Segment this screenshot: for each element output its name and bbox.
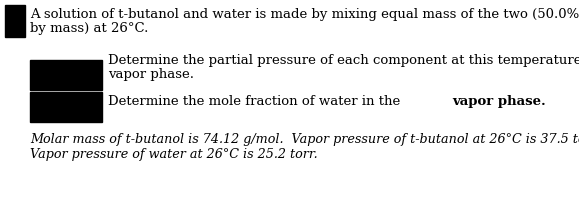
- Text: Determine the partial pressure of each component at this temperature in the: Determine the partial pressure of each c…: [108, 54, 579, 67]
- Bar: [5, 5, 25, 37]
- Text: vapor phase.: vapor phase.: [108, 68, 194, 81]
- Text: Molar mass of t-butanol is 74.12 g/mol.  Vapor pressure of t-butanol at 26°C is : Molar mass of t-butanol is 74.12 g/mol. …: [30, 133, 579, 146]
- Text: vapor phase.: vapor phase.: [453, 95, 547, 108]
- Text: Determine the mole fraction of water in the: Determine the mole fraction of water in …: [108, 95, 405, 108]
- Text: by mass) at 26°C.: by mass) at 26°C.: [30, 22, 148, 35]
- Bar: [30, 60, 102, 90]
- Bar: [30, 92, 102, 122]
- Text: Vapor pressure of water at 26°C is 25.2 torr.: Vapor pressure of water at 26°C is 25.2 …: [30, 148, 318, 161]
- Text: A solution of t-butanol and water is made by mixing equal mass of the two (50.0%: A solution of t-butanol and water is mad…: [30, 8, 579, 21]
